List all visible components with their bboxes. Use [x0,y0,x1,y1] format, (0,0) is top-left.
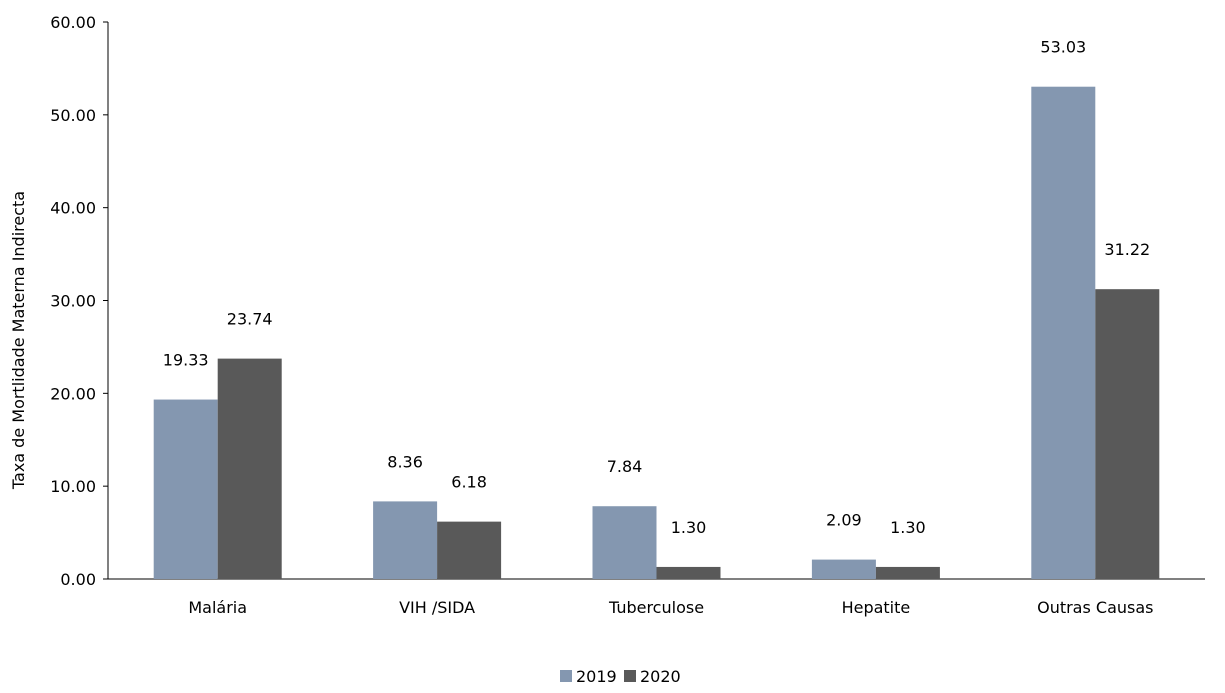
x-category-label: Outras Causas [1037,598,1153,617]
bar-2020-4 [1095,289,1160,579]
y-axis-title: Taxa de Mortlidade Materna Indirecta [9,191,28,490]
legend-label-2020: 2020 [640,667,681,686]
data-labels: 19.33 8.36 7.84 2.09 53.03 23.74 6.18 1.30 1.30 3… [163,38,1150,537]
bar-2020-3 [875,566,940,579]
data-label-2020-1: 6.18 [451,473,487,492]
bar-2019-2 [592,506,657,579]
y-tick-label: 0.00 [60,570,96,589]
legend-label-2019: 2019 [576,667,617,686]
data-label-2019-0: 19.33 [163,351,209,370]
bar-2019-0 [153,399,218,579]
legend-swatch-2020 [624,670,636,682]
y-axis: 0.00 10.00 20.00 30.00 40.00 50.00 60.00 [50,13,109,589]
bar-2019-4 [1031,86,1096,579]
x-category-label: Malária [188,598,247,617]
bar-2020-0 [217,358,282,579]
data-label-2020-2: 1.30 [671,518,707,537]
data-label-2019-3: 2.09 [826,511,862,530]
x-axis: Malária VIH /SIDA Tuberculose Hepatite Outra… [108,578,1205,617]
bar-2019-3 [811,559,876,579]
data-label-2020-4: 31.22 [1104,240,1150,259]
data-label-2020-0: 23.74 [227,310,273,329]
bar-2020-1 [437,521,502,579]
y-tick-label: 30.00 [50,292,96,311]
bars [153,86,1160,579]
y-tick-label: 40.00 [50,199,96,218]
data-label-2020-3: 1.30 [890,518,926,537]
data-label-2019-4: 53.03 [1040,38,1086,57]
legend: 2019 2020 [560,667,681,686]
legend-swatch-2019 [560,670,572,682]
data-label-2019-2: 7.84 [607,457,643,476]
y-tick-label: 50.00 [50,106,96,125]
x-category-label: Hepatite [842,598,911,617]
bar-2019-1 [373,501,438,579]
y-tick-label: 10.00 [50,477,96,496]
y-tick-label: 60.00 [50,13,96,32]
y-tick-label: 20.00 [50,384,96,403]
x-category-label: Tuberculose [608,598,704,617]
x-category-label: VIH /SIDA [399,598,475,617]
data-label-2019-1: 8.36 [387,452,423,471]
bar-2020-2 [656,566,721,579]
